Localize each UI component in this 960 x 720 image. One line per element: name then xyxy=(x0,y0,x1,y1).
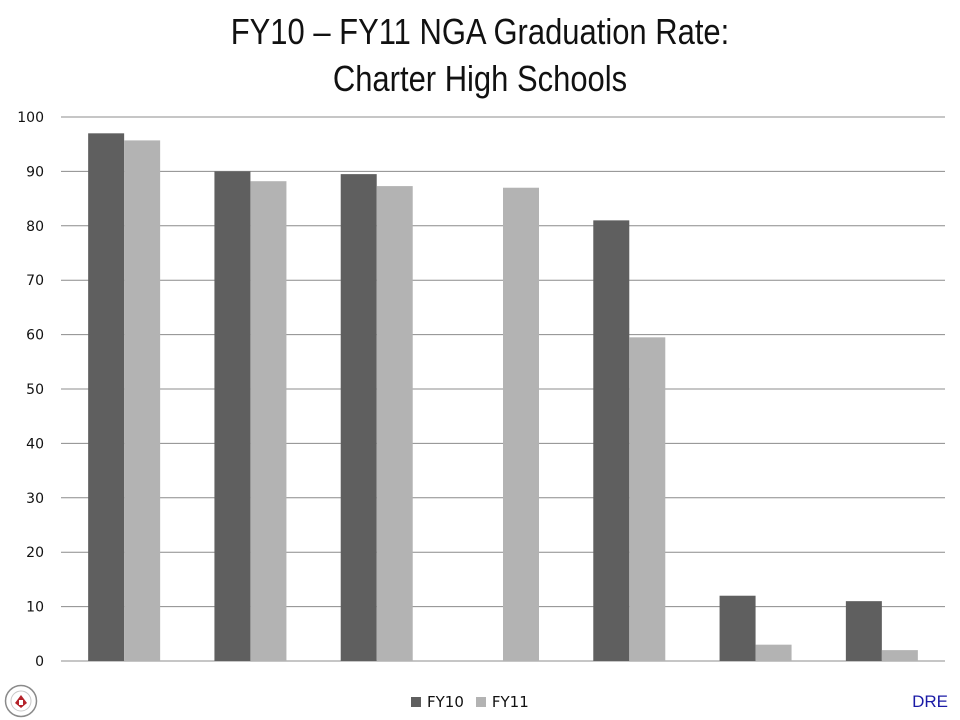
legend-item-fy11: FY11 xyxy=(475,693,529,711)
bar-fy10-2 xyxy=(214,171,251,661)
bar-fy10-7 xyxy=(845,601,882,661)
bar-fy11-4 xyxy=(503,187,539,661)
bar-fy10-1 xyxy=(88,133,125,661)
chart-title: FY10 – FY11 NGA Graduation Rate: Charter… xyxy=(67,8,893,102)
bar-fy11-6 xyxy=(755,644,792,661)
y-axis-ticks: 0 10 20 30 40 50 60 70 80 90 100 xyxy=(17,110,44,670)
legend-label-fy10: FY10 xyxy=(427,693,464,711)
y-tick-label: 40 xyxy=(26,436,44,452)
y-tick-label: 60 xyxy=(26,328,44,344)
bar-fy11-2 xyxy=(250,181,287,661)
y-tick-label: 100 xyxy=(17,110,44,126)
bars xyxy=(88,133,918,662)
y-tick-label: 90 xyxy=(26,164,44,180)
bar-fy11-1 xyxy=(124,140,161,662)
y-tick-label: 70 xyxy=(26,273,44,289)
bar-fy11-7 xyxy=(881,650,918,661)
legend-item-fy10: FY10 xyxy=(411,693,464,711)
y-tick-label: 50 xyxy=(26,382,44,398)
legend-label-fy11: FY11 xyxy=(491,693,529,711)
bar-fy11-5 xyxy=(629,337,666,661)
y-tick-label: 30 xyxy=(26,491,44,507)
y-tick-label: 20 xyxy=(26,545,44,561)
y-tick-label: 0 xyxy=(35,654,44,670)
chart-title-line2: Charter High Schools xyxy=(332,58,628,99)
legend-swatch-fy11 xyxy=(475,697,486,707)
bar-fy10-6 xyxy=(719,595,756,661)
footer-tag: DRE xyxy=(912,692,948,711)
y-tick-label: 10 xyxy=(26,600,44,616)
bar-fy11-3 xyxy=(376,186,413,661)
bar-fy10-5 xyxy=(593,220,630,662)
bar-fy10-3 xyxy=(340,174,377,661)
legend-swatch-fy10 xyxy=(411,697,421,707)
y-tick-label: 80 xyxy=(26,219,44,235)
chart-title-line1: FY10 – FY11 NGA Graduation Rate: xyxy=(230,11,730,52)
school-district-seal-icon xyxy=(4,684,38,718)
legend: FY10 FY11 xyxy=(411,693,541,711)
